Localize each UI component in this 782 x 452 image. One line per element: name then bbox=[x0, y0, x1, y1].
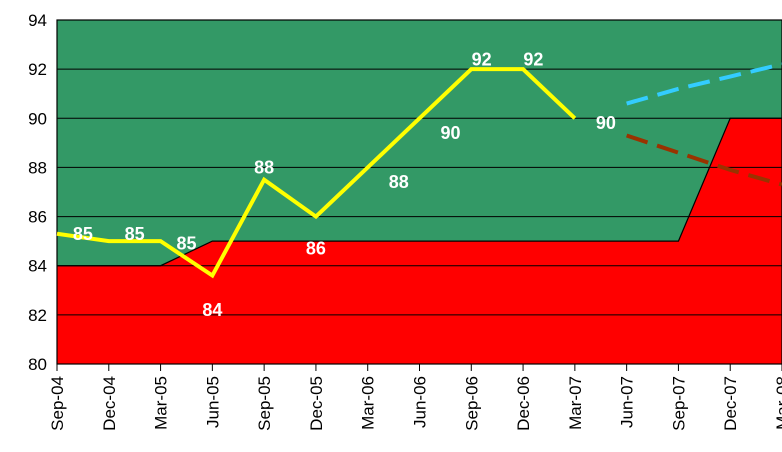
upper-band-area bbox=[57, 20, 782, 266]
y-tick-label: 80 bbox=[28, 355, 47, 374]
y-axis: 80 82 84 86 88 90 92 94 bbox=[28, 11, 47, 374]
x-tick-label: Sep-04 bbox=[48, 376, 67, 431]
data-label: 85 bbox=[176, 234, 196, 254]
series-line-projection-low bbox=[626, 133, 782, 187]
data-label: 92 bbox=[523, 49, 543, 69]
series-layer bbox=[56, 62, 782, 279]
x-tick-label: Mar-07 bbox=[566, 376, 585, 430]
band-boundary-line bbox=[57, 117, 782, 267]
data-label: 90 bbox=[441, 123, 461, 143]
y-tick-label: 94 bbox=[28, 11, 47, 30]
y-tick-label: 86 bbox=[28, 208, 47, 227]
data-label: 84 bbox=[202, 300, 222, 320]
x-tick-label: Dec-07 bbox=[721, 376, 740, 431]
x-tick-label: Sep-07 bbox=[669, 376, 688, 431]
data-labels: 85 85 85 84 88 86 88 90 92 92 90 bbox=[73, 49, 616, 320]
data-label: 88 bbox=[389, 172, 409, 192]
data-label: 90 bbox=[596, 113, 616, 133]
x-tick-label: Mar-06 bbox=[359, 376, 378, 430]
data-label: 86 bbox=[306, 239, 326, 259]
y-tick-label: 92 bbox=[28, 60, 47, 79]
y-tick-label: 84 bbox=[28, 257, 47, 276]
y-tick-label: 90 bbox=[28, 109, 47, 128]
x-tick-label: Sep-06 bbox=[462, 376, 481, 431]
series-line-actual bbox=[56, 67, 577, 279]
y-tick-label: 82 bbox=[28, 306, 47, 325]
x-tick-label: Sep-05 bbox=[255, 376, 274, 431]
data-label: 88 bbox=[254, 157, 274, 177]
y-tick-label: 88 bbox=[28, 158, 47, 177]
x-tick-label: Jun-07 bbox=[618, 376, 637, 428]
plot-area bbox=[56, 19, 782, 365]
data-label: 85 bbox=[125, 224, 145, 244]
data-label: 85 bbox=[73, 224, 93, 244]
x-tick-label: Jun-05 bbox=[203, 376, 222, 428]
x-tick-label: Dec-06 bbox=[514, 376, 533, 431]
series-line-projection-high bbox=[626, 62, 782, 106]
x-tick-label: Jun-06 bbox=[411, 376, 430, 428]
x-tick-label: Mar-08 bbox=[773, 376, 782, 430]
data-label: 92 bbox=[472, 49, 492, 69]
x-tick-label: Dec-04 bbox=[100, 376, 119, 431]
x-tick-label: Mar-05 bbox=[152, 376, 171, 430]
x-tick-label: Dec-05 bbox=[307, 376, 326, 431]
x-axis: Sep-04 Dec-04 Mar-05 Jun-05 Sep-05 Dec-05 Mar-… bbox=[48, 364, 782, 431]
